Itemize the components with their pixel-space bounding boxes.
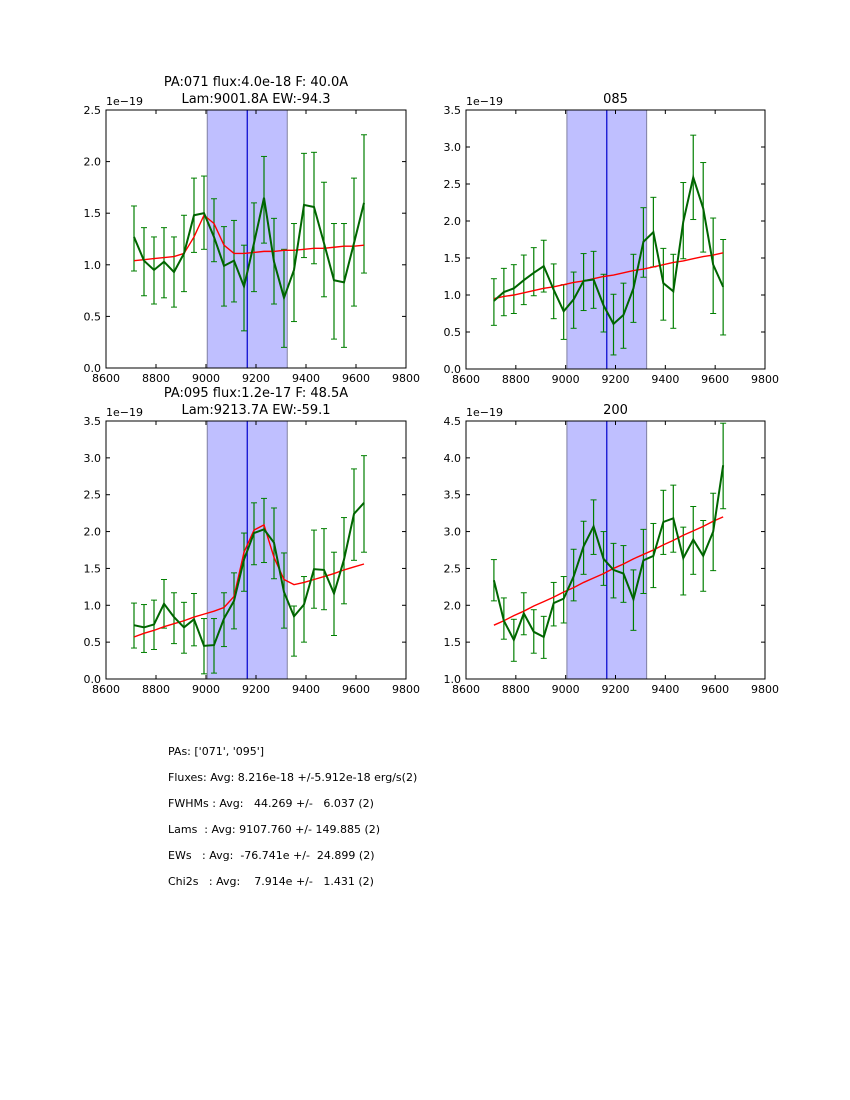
y-offset-label: 1e−19 [466,406,503,419]
y-tick-label: 3.5 [444,489,462,502]
x-tick-label: 8800 [502,373,530,386]
x-tick-label: 8600 [452,373,480,386]
subplot-title: Lam:9213.7A EW:-59.1 [181,403,330,418]
y-tick-label: 2.0 [444,599,462,612]
y-offset-label: 1e−19 [106,95,143,108]
x-tick-label: 9400 [651,373,679,386]
summary-text-block: PAs: ['071', '095'] Fluxes: Avg: 8.216e-… [168,745,417,901]
subplot-title: Lam:9001.8A EW:-94.3 [181,92,330,107]
x-tick-label: 9000 [192,683,220,696]
x-tick-label: 9200 [242,683,270,696]
x-tick-label: 9000 [192,372,220,385]
errorbar [560,576,567,624]
y-tick-label: 3.0 [444,526,462,539]
y-tick-label: 1.0 [84,599,102,612]
errorbar [301,576,307,643]
data-line [493,173,725,326]
summary-fluxes: Fluxes: Avg: 8.216e-18 +/-5.912e-18 erg/… [168,771,418,784]
y-tick-label: 1.5 [444,252,462,265]
y-offset-label: 1e−19 [106,406,143,419]
x-tick-label: 9200 [602,373,630,386]
x-tick-label: 9400 [651,683,679,696]
x-tick-label: 8800 [502,683,530,696]
subplot-title: PA:071 flux:4.0e-18 F: 40.0A [164,75,348,90]
x-tick-label: 9600 [701,373,729,386]
x-tick-label: 8800 [142,372,170,385]
x-tick-label: 9600 [701,683,729,696]
y-tick-label: 2.5 [444,178,462,191]
x-tick-label: 9400 [292,372,320,385]
x-tick-label: 8600 [92,372,120,385]
subplot-title: 085 [603,92,628,107]
subplot-1: 8600 8800 9000 9200 9400 9600 9800 0.0 0.5 1.0 1.5… [84,75,421,385]
y-tick-label: 2.0 [84,526,102,539]
subplot-3: 8600 8800 9000 9200 9400 9600 9800 0.0 0.5 1.0 1.5… [84,386,421,696]
summary-fwhms: FWHMs : Avg: 44.269 +/- 6.037 (2) [168,797,374,810]
errorbar [331,223,337,340]
y-tick-label: 2.5 [84,104,102,117]
y-tick-label: 0.0 [84,673,102,686]
x-tick-label: 9200 [242,372,270,385]
x-tick-label: 9800 [392,683,420,696]
errorbar [680,526,687,596]
y-tick-label: 1.0 [84,259,102,272]
errorbar [490,278,497,326]
x-tick-label: 8600 [452,683,480,696]
subplot-title: 200 [603,403,628,418]
y-tick-label: 2.5 [444,562,462,575]
x-tick-label: 8800 [142,683,170,696]
y-tick-label: 1.0 [444,673,462,686]
x-tick-label: 9600 [342,683,370,696]
y-tick-label: 3.5 [444,104,462,117]
summary-pas: PAs: ['071', '095'] [168,745,265,758]
y-tick-label: 0.0 [444,363,462,376]
summary-ews: EWs : Avg: -76.741e +/- 24.899 (2) [168,849,375,862]
errorbar [720,239,727,336]
y-tick-label: 1.5 [84,562,102,575]
x-tick-label: 9800 [751,373,779,386]
data-line [492,465,725,643]
summary-lams: Lams : Avg: 9107.760 +/- 149.885 (2) [168,823,381,836]
x-tick-label: 9000 [552,683,580,696]
y-tick-label: 1.0 [444,289,462,302]
errorbar [341,223,347,348]
x-tick-label: 8600 [92,683,120,696]
y-tick-label: 0.5 [84,636,102,649]
y-tick-label: 0.0 [84,362,102,375]
y-tick-label: 0.5 [444,326,462,339]
y-offset-label: 1e−19 [466,95,503,108]
errorbar [141,604,147,653]
x-tick-label: 9000 [552,373,580,386]
data-line [133,197,365,302]
subplot-4: 8600 8800 9000 9200 9400 9600 9800 1.0 1.5 2.0 2.5… [444,403,780,696]
fit-line [493,516,724,626]
x-tick-label: 9800 [392,372,420,385]
y-tick-label: 4.0 [444,452,462,465]
y-tick-label: 4.5 [444,415,462,428]
subplot-2: 8600 8800 9000 9200 9400 9600 9800 0.0 0.5 1.0 1.5… [444,92,780,386]
x-tick-label: 9400 [292,683,320,696]
fit-line [493,252,724,300]
x-tick-label: 9600 [342,372,370,385]
subplot-title: PA:095 flux:1.2e-17 F: 48.5A [164,386,348,401]
summary-chi2s: Chi2s : Avg: 7.914e +/- 1.431 (2) [168,875,374,888]
y-tick-label: 3.0 [444,141,462,154]
y-tick-label: 2.0 [444,215,462,228]
data-line [133,502,365,647]
y-tick-label: 1.5 [84,207,102,220]
y-tick-label: 3.5 [84,415,102,428]
y-tick-label: 2.0 [84,156,102,169]
y-tick-label: 0.5 [84,310,102,323]
errorbar [211,198,217,263]
x-tick-label: 9800 [751,683,779,696]
y-tick-label: 2.5 [84,489,102,502]
y-tick-label: 3.0 [84,452,102,465]
y-tick-label: 1.5 [444,636,462,649]
x-tick-label: 9200 [602,683,630,696]
